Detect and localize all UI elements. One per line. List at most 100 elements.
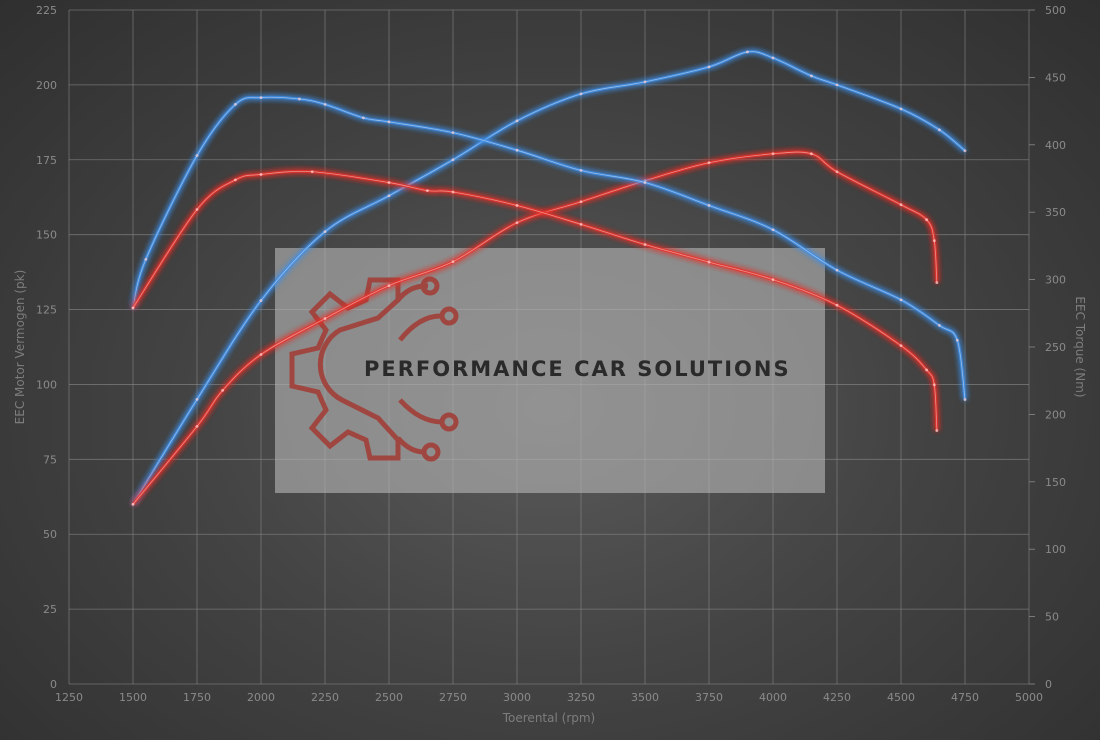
data-point <box>932 239 936 243</box>
y-right-tick-label: 100 <box>1045 543 1066 556</box>
x-tick-label: 2250 <box>311 691 339 704</box>
data-point <box>131 306 135 310</box>
data-point <box>935 281 939 284</box>
data-point <box>323 230 327 234</box>
data-point <box>451 190 455 194</box>
y-left-tick-label: 225 <box>36 4 57 17</box>
y-axis-right: 0 50 100 150 200 250 300 350 400 450 500 <box>1029 4 1066 691</box>
y-right-tick-label: 50 <box>1045 611 1059 624</box>
data-point <box>362 116 365 120</box>
series-power-stock <box>131 150 939 506</box>
data-point <box>955 338 959 342</box>
y-right-tick-label: 200 <box>1045 408 1066 421</box>
data-point <box>515 204 519 207</box>
data-point <box>323 102 327 106</box>
data-point <box>771 152 775 156</box>
y-right-tick-label: 300 <box>1045 274 1066 287</box>
y-left-tick-label: 75 <box>43 453 57 466</box>
x-tick-label: 2500 <box>375 691 403 704</box>
series-line-core <box>132 51 966 505</box>
data-point <box>771 278 775 281</box>
y-right-tick-label: 150 <box>1045 476 1066 489</box>
watermark-text: PERFORMANCE CAR SOLUTIONS <box>364 357 791 381</box>
x-tick-label: 3000 <box>503 691 531 704</box>
series-line <box>131 50 966 506</box>
data-point <box>707 161 711 165</box>
data-point <box>707 260 711 264</box>
y-right-tick-label: 0 <box>1045 678 1052 691</box>
data-point <box>515 221 519 225</box>
y-axis-right-label: EEC Torque (Nm) <box>1073 296 1087 397</box>
data-point <box>835 303 839 307</box>
x-tick-label: 3500 <box>631 691 659 704</box>
series-torque-stock <box>131 169 939 432</box>
data-point <box>195 154 199 157</box>
data-point <box>771 228 775 232</box>
x-tick-label: 3750 <box>695 691 723 704</box>
data-point <box>221 389 225 392</box>
series-power-tuned <box>131 50 967 506</box>
data-point <box>925 368 928 372</box>
data-point <box>234 102 237 106</box>
data-point <box>451 131 455 135</box>
data-point <box>707 65 711 69</box>
watermark: PERFORMANCE CAR SOLUTIONS <box>275 248 825 493</box>
data-point <box>899 344 903 348</box>
data-point <box>426 189 429 193</box>
data-point <box>515 148 519 152</box>
data-point <box>835 170 839 174</box>
data-point <box>925 218 928 222</box>
y-left-tick-label: 25 <box>43 603 57 616</box>
y-axis-left-label: EEC Motor Vermogen (pk) <box>13 270 27 425</box>
data-point <box>259 353 263 356</box>
data-point <box>771 56 775 60</box>
x-tick-label: 2750 <box>439 691 467 704</box>
x-tick-label: 4250 <box>823 691 851 704</box>
y-left-tick-label: 200 <box>36 79 57 92</box>
series-lines <box>131 50 967 506</box>
x-axis-label: Toerental (rpm) <box>502 711 595 725</box>
x-tick-label: 1750 <box>183 691 211 704</box>
data-point <box>938 128 941 132</box>
data-point <box>899 203 903 207</box>
data-point <box>707 204 711 207</box>
x-tick-label: 1250 <box>55 691 83 704</box>
data-point <box>935 429 939 432</box>
y-left-tick-label: 0 <box>50 678 57 691</box>
y-right-tick-label: 250 <box>1045 341 1066 354</box>
data-point <box>835 83 839 87</box>
y-left-tick-label: 50 <box>43 528 57 541</box>
data-point <box>323 317 327 320</box>
data-point <box>451 260 455 264</box>
data-point <box>963 149 967 153</box>
data-point <box>451 158 455 162</box>
data-point <box>195 424 199 428</box>
data-point <box>746 50 749 54</box>
y-right-tick-label: 350 <box>1045 206 1066 219</box>
x-tick-label: 5000 <box>1015 691 1043 704</box>
x-tick-label: 4750 <box>951 691 979 704</box>
y-right-tick-label: 500 <box>1045 4 1066 17</box>
data-point <box>259 173 263 176</box>
data-point <box>835 268 839 272</box>
data-point <box>643 181 647 184</box>
data-point <box>963 398 967 401</box>
data-point <box>234 178 237 182</box>
y-left-tick-label: 125 <box>36 304 57 317</box>
x-tick-label: 1500 <box>119 691 147 704</box>
data-point <box>579 169 583 172</box>
data-point <box>899 107 903 111</box>
y-left-tick-label: 150 <box>36 229 57 242</box>
data-point <box>310 170 314 174</box>
data-point <box>195 398 199 401</box>
data-point <box>899 298 903 302</box>
data-point <box>810 74 813 78</box>
x-tick-label: 4500 <box>887 691 915 704</box>
x-axis: 1250 1500 1750 2000 2250 2500 2750 3000 3250 3500… <box>55 691 1043 704</box>
data-point <box>387 194 391 198</box>
y-right-tick-label: 400 <box>1045 139 1066 152</box>
data-point <box>298 97 301 101</box>
data-point <box>810 152 813 156</box>
data-point <box>387 120 391 124</box>
